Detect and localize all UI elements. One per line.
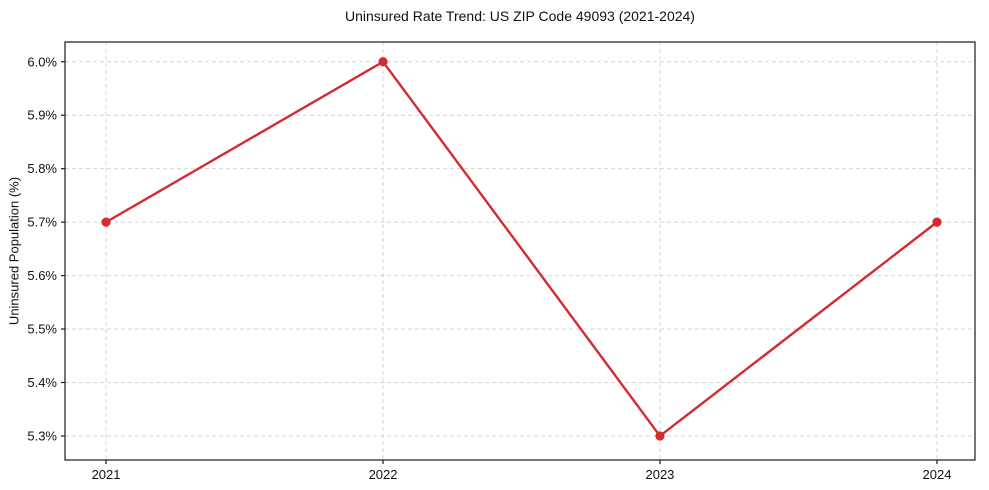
y-tick-label: 5.6%	[27, 268, 57, 283]
x-tick-label: 2022	[369, 467, 398, 482]
y-tick-label: 5.4%	[27, 375, 57, 390]
y-tick-label: 5.7%	[27, 215, 57, 230]
trend-line	[104, 60, 939, 438]
y-tick-label: 5.8%	[27, 161, 57, 176]
y-tick-label: 5.9%	[27, 108, 57, 123]
y-tick-label: 5.5%	[27, 322, 57, 337]
x-tick-label: 2023	[645, 467, 674, 482]
data-point-marker	[378, 57, 388, 67]
x-tick-label: 2024	[923, 467, 952, 482]
y-tick-label: 6.0%	[27, 54, 57, 69]
data-point-marker	[655, 431, 665, 441]
data-point-marker	[932, 217, 942, 227]
y-tick-label: 5.3%	[27, 428, 57, 443]
data-point-marker	[101, 217, 111, 227]
plot-border	[64, 41, 976, 461]
chart-title: Uninsured Rate Trend: US ZIP Code 49093 …	[345, 8, 695, 24]
x-tick-label: 2021	[92, 467, 121, 482]
